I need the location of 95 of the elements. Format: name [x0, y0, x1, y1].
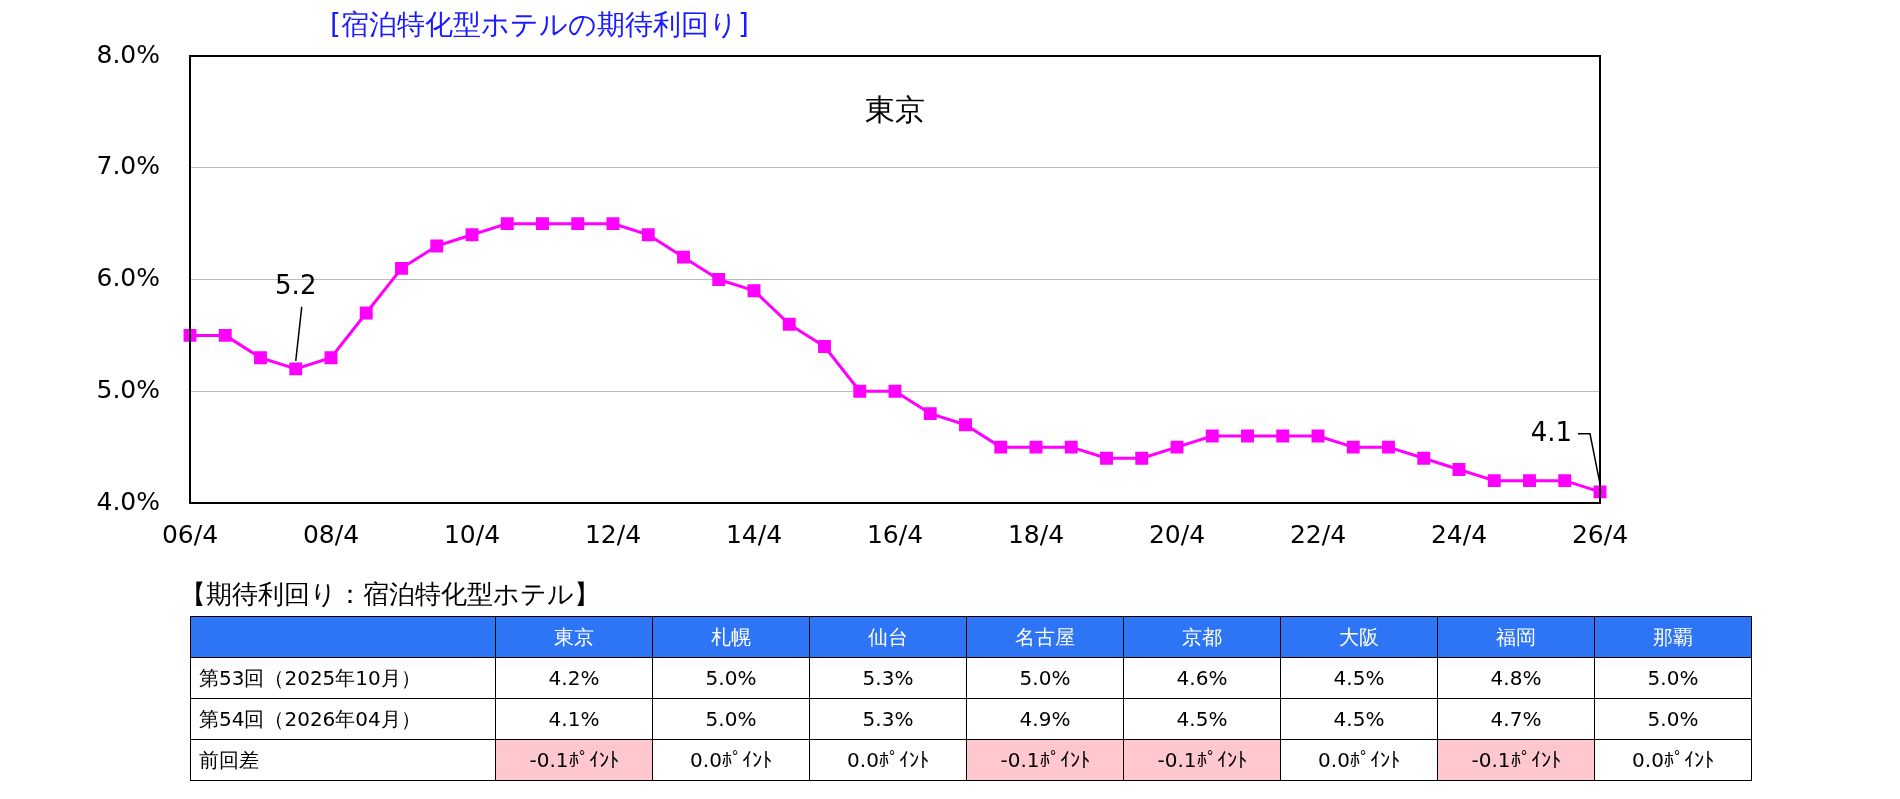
point — [1205, 429, 1219, 443]
point — [782, 317, 796, 331]
data-label: 0.0ﾎﾟｲﾝﾄ — [1280, 739, 1438, 781]
point — [923, 407, 937, 421]
y-tick-label: 4.0% — [96, 486, 160, 516]
x-tick-label: 10/4 — [443, 519, 501, 549]
x-tick-label: 福岡 — [1437, 616, 1595, 658]
x-tick-label: 08/4 — [302, 519, 360, 549]
data-label: -0.1ﾎﾟｲﾝﾄ — [1437, 739, 1595, 781]
x-tick-label: 仙台 — [809, 616, 967, 658]
point — [289, 362, 303, 376]
point — [818, 340, 831, 353]
data-label: 5.0% — [652, 657, 810, 699]
data-label: 5.3% — [809, 698, 967, 740]
data-label: 5.0% — [1594, 698, 1752, 740]
point — [1029, 440, 1043, 454]
y-tick-label: 6.0% — [96, 263, 160, 292]
data-label: 4.6% — [1123, 657, 1281, 699]
point — [1523, 474, 1536, 488]
point — [994, 440, 1008, 454]
point — [1064, 440, 1078, 454]
x-tick-label: 名古屋 — [966, 616, 1124, 658]
y-tick-label: 第54回（2026年04月） — [190, 698, 496, 740]
data-label: 4.9% — [966, 698, 1124, 740]
point — [500, 217, 514, 231]
point — [218, 328, 232, 342]
point — [677, 250, 690, 264]
point — [1346, 440, 1360, 454]
data-label: 0.0ﾎﾟｲﾝﾄ — [652, 739, 810, 781]
point — [1452, 463, 1466, 476]
y-tick-label: 7.0% — [96, 151, 160, 181]
data-label: 5.0% — [1594, 657, 1752, 699]
y-tick-label: 第53回（2025年10月） — [190, 657, 496, 699]
data-label: 0.0ﾎﾟｲﾝﾄ — [809, 739, 967, 781]
x-tick-label: 24/4 — [1430, 519, 1488, 549]
x-tick-label: 22/4 — [1289, 519, 1347, 549]
x-tick-label: 18/4 — [1007, 519, 1065, 549]
data-label: 5.0% — [966, 657, 1124, 699]
data-label: 5.0% — [652, 698, 810, 740]
y-tick-label: 5.0% — [96, 374, 160, 404]
x-tick-label: 京都 — [1123, 616, 1281, 658]
y-tick-label: 8.0% — [96, 39, 160, 69]
point — [1382, 440, 1395, 454]
data-label: 4.5% — [1123, 698, 1281, 740]
x-tick-label: 大阪 — [1280, 616, 1438, 658]
data-label: 4.5% — [1280, 657, 1438, 699]
point — [888, 384, 902, 398]
point — [571, 217, 585, 231]
chart-title: 【期待利回り：宿泊特化型ホテル】 — [180, 578, 600, 611]
point — [430, 239, 444, 253]
x-tick-label: 東京 — [495, 616, 653, 658]
data-label: 4.5% — [1280, 698, 1438, 740]
point — [395, 261, 408, 275]
data-label: 5.2 — [275, 269, 317, 300]
x-tick-label: 16/4 — [866, 519, 924, 549]
x-tick-label: 26/4 — [1571, 519, 1629, 549]
point — [1170, 440, 1184, 454]
x-tick-label: 那覇 — [1594, 616, 1752, 658]
data-label: 4.1% — [495, 698, 653, 740]
point — [1487, 474, 1501, 488]
point — [1276, 429, 1290, 443]
point — [1100, 451, 1113, 465]
x-tick-label: 14/4 — [725, 519, 783, 549]
point — [324, 351, 338, 365]
point — [359, 306, 373, 320]
point — [254, 351, 267, 365]
point — [1558, 474, 1572, 488]
y-tick-label: 前回差 — [190, 739, 496, 781]
data-label: 4.2% — [495, 657, 653, 699]
data-label: 4.8% — [1437, 657, 1595, 699]
point — [1311, 429, 1325, 443]
data-label: 4.1 — [1530, 416, 1572, 447]
data-label: 5.3% — [809, 657, 967, 699]
data-label: -0.1ﾎﾟｲﾝﾄ — [966, 739, 1124, 781]
data-label: 4.7% — [1437, 698, 1595, 740]
x-tick-label: 20/4 — [1148, 519, 1206, 549]
point — [853, 384, 867, 398]
point — [606, 217, 620, 231]
data-label: -0.1ﾎﾟｲﾝﾄ — [495, 739, 653, 781]
text: 東京 — [865, 91, 925, 127]
point — [1417, 451, 1431, 465]
point — [641, 228, 655, 242]
data-label: 0.0ﾎﾟｲﾝﾄ — [1594, 739, 1752, 781]
x-tick-label: 札幌 — [652, 616, 810, 658]
point — [712, 273, 726, 286]
point — [1135, 451, 1149, 465]
point — [536, 217, 549, 231]
point — [465, 228, 479, 242]
point — [959, 418, 972, 432]
x-tick-label: 06/4 — [161, 519, 219, 549]
point — [747, 284, 761, 298]
point — [1241, 429, 1254, 443]
chart-title: [宿泊特化型ホテルの期待利回り] — [330, 7, 749, 43]
x-tick-label: 12/4 — [584, 519, 642, 549]
data-label: -0.1ﾎﾟｲﾝﾄ — [1123, 739, 1281, 781]
